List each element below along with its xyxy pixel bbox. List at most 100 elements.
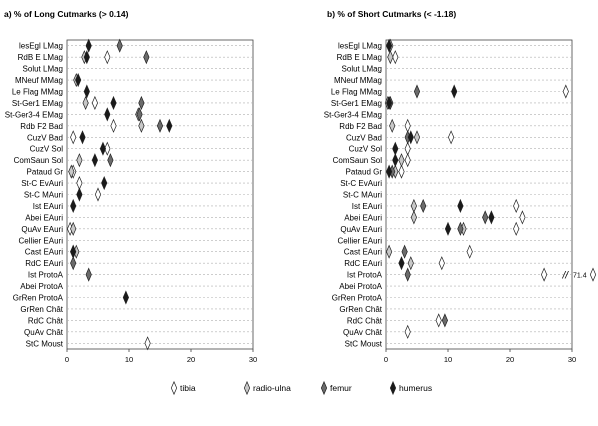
marker-femur	[116, 38, 123, 53]
marker-radio-ulna	[413, 130, 421, 145]
category-label: MNeuf MMag	[334, 76, 382, 85]
marker-tibia	[589, 267, 597, 282]
marker-tibia	[541, 267, 548, 282]
marker-tibia	[76, 175, 83, 191]
category-label: CuzV Sol	[30, 145, 64, 154]
marker-radio-ulna	[386, 244, 393, 259]
chart-panel-b: b) % of Short Cutmarks (< -1.18) lesEgl L…	[324, 9, 597, 364]
marker-tibia	[104, 50, 111, 65]
legend-label-humerus: humerus	[399, 383, 432, 393]
marker-femur	[138, 95, 145, 111]
marker-radio-ulna	[70, 221, 77, 236]
marker-femur	[457, 221, 464, 236]
marker-humerus	[392, 153, 399, 168]
category-label: Abei EAuri	[25, 213, 63, 222]
category-label: QuAv EAuri	[21, 225, 63, 234]
category-label: Cellier EAuri	[338, 236, 383, 245]
x-tick-label: 10	[125, 355, 133, 364]
marker-humerus	[386, 164, 393, 179]
marker-tibia	[392, 50, 399, 65]
category-label: lesEgl LMag	[19, 42, 63, 51]
legend-label-tibia: tibia	[180, 383, 196, 393]
marker-tibia	[110, 118, 117, 133]
category-label: Ist ProtoA	[347, 271, 383, 280]
legend-marker-humerus	[389, 380, 397, 396]
marker-humerus	[101, 175, 108, 191]
marker-tibia	[104, 141, 111, 156]
category-label: Abei ProtoA	[339, 282, 382, 291]
marker-femur	[482, 210, 489, 225]
x-tick-label: 20	[506, 355, 514, 364]
category-label: GrRen Chât	[339, 305, 382, 314]
category-label: ComSaun Sol	[333, 156, 383, 165]
marker-tibia	[435, 313, 442, 328]
marker-humerus	[386, 95, 393, 111]
category-label: GrRen Chât	[20, 305, 63, 314]
marker-radio-ulna	[82, 95, 89, 111]
marker-humerus	[70, 244, 77, 259]
category-label: CuzV Sol	[349, 145, 383, 154]
category-label: RdB E LMag	[337, 53, 382, 62]
legend-label-radio-ulna: radio-ulna	[253, 383, 291, 393]
marker-radio-ulna	[387, 50, 394, 65]
marker-tibia	[398, 164, 405, 179]
category-label: Solut LMag	[342, 65, 382, 74]
marker-humerus	[99, 141, 107, 156]
category-label: St-C MAuri	[343, 191, 382, 200]
category-label: Pataud Gr	[27, 168, 64, 177]
marker-radio-ulna	[76, 153, 83, 168]
marker-femur	[107, 153, 114, 168]
marker-humerus	[104, 107, 111, 122]
marker-femur	[413, 84, 421, 99]
marker-humerus	[398, 256, 405, 271]
category-label: RdC EAuri	[344, 259, 382, 268]
axis-break-mark: //	[561, 271, 569, 282]
x-tick-label: 30	[568, 355, 576, 364]
marker-tibia	[519, 210, 526, 225]
marker-humerus	[451, 84, 458, 99]
marker-tibia	[91, 95, 98, 111]
x-tick-label: 0	[65, 355, 69, 364]
category-label: St-Ger1 EMag	[331, 99, 382, 108]
category-label: CuzV Bad	[27, 133, 63, 142]
category-label: MNeuf MMag	[15, 76, 63, 85]
marker-humerus	[110, 95, 117, 111]
category-label: QuAv Chât	[24, 328, 64, 337]
category-label: St-C EvAuri	[340, 179, 382, 188]
category-label: RdB E LMag	[18, 53, 63, 62]
category-label: Cellier EAuri	[19, 236, 64, 245]
x-tick-label: 0	[384, 355, 388, 364]
marker-humerus	[392, 141, 399, 156]
marker-femur	[156, 118, 164, 133]
category-label: ComSaun Sol	[14, 156, 64, 165]
legend: tibia radio-ulna femur humerus	[170, 380, 432, 396]
marker-humerus	[457, 198, 464, 214]
panel-title: b) % of Short Cutmarks (< -1.18)	[327, 9, 456, 19]
x-tick-label: 10	[444, 355, 452, 364]
marker-humerus	[488, 210, 495, 225]
marker-humerus	[76, 187, 83, 202]
marker-humerus	[444, 221, 452, 236]
marker-tibia	[448, 130, 455, 145]
panel-title: a) % of Long Cutmarks (> 0.14)	[4, 9, 129, 19]
marker-radio-ulna	[407, 256, 414, 271]
marker-humerus	[83, 50, 90, 65]
marker-femur	[143, 50, 150, 65]
marker-femur	[85, 267, 92, 282]
category-label: RdC Chât	[28, 316, 64, 325]
marker-tibia	[438, 256, 445, 271]
marker-femur	[404, 267, 411, 282]
category-label: St-C EvAuri	[21, 179, 63, 188]
marker-tibia	[404, 324, 411, 339]
category-label: Ist ProtoA	[28, 271, 64, 280]
category-label: Le Flag MMag	[331, 88, 382, 97]
marker-tibia	[404, 153, 411, 168]
category-label: Pataud Gr	[346, 168, 383, 177]
marker-tibia	[466, 244, 473, 259]
category-label: CuzV Bad	[346, 133, 382, 142]
category-label: Ist EAuri	[33, 202, 63, 211]
legend-marker-tibia	[170, 380, 178, 396]
marker-tibia	[70, 130, 77, 145]
marker-tibia	[144, 336, 151, 351]
